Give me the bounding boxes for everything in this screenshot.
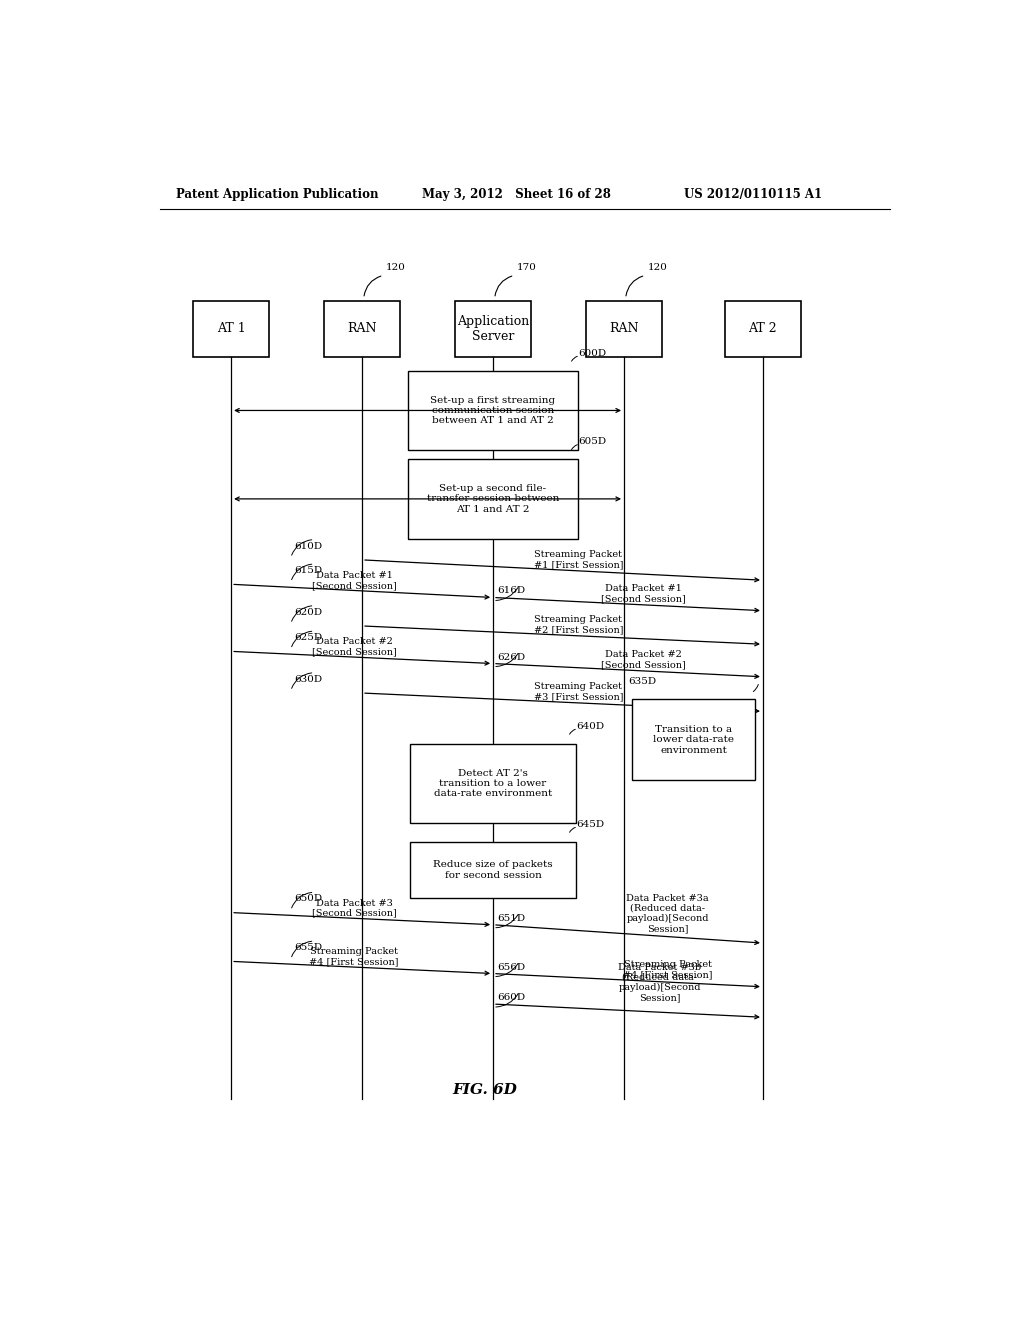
Text: Streaming Packet
#3 [First Session]: Streaming Packet #3 [First Session] xyxy=(534,682,624,701)
Text: 626D: 626D xyxy=(497,652,525,661)
Text: Application
Server: Application Server xyxy=(457,314,529,343)
Text: 635D: 635D xyxy=(628,677,656,686)
Text: 610D: 610D xyxy=(295,541,323,550)
Text: 651D: 651D xyxy=(497,913,525,923)
Text: RAN: RAN xyxy=(609,322,639,335)
Text: 640D: 640D xyxy=(577,722,604,731)
Text: Streaming Packet
#2 [First Session]: Streaming Packet #2 [First Session] xyxy=(534,615,624,634)
Text: 650D: 650D xyxy=(295,895,323,903)
Text: Set-up a second file-
transfer session between
AT 1 and AT 2: Set-up a second file- transfer session b… xyxy=(427,484,559,513)
Text: 625D: 625D xyxy=(295,634,323,643)
FancyBboxPatch shape xyxy=(725,301,801,356)
Text: 120: 120 xyxy=(648,263,668,272)
FancyBboxPatch shape xyxy=(408,459,579,539)
Text: FIG. 6D: FIG. 6D xyxy=(453,1084,517,1097)
Text: 600D: 600D xyxy=(579,348,606,358)
Text: 120: 120 xyxy=(386,263,406,272)
Text: AT 1: AT 1 xyxy=(217,322,246,335)
Text: Streaming Packet
#1 [First Session]: Streaming Packet #1 [First Session] xyxy=(534,550,624,569)
FancyBboxPatch shape xyxy=(410,744,577,824)
Text: Data Packet #1
[Second Session]: Data Packet #1 [Second Session] xyxy=(311,570,396,590)
FancyBboxPatch shape xyxy=(587,301,662,356)
Text: Data Packet #2
[Second Session]: Data Packet #2 [Second Session] xyxy=(601,649,686,669)
Text: Patent Application Publication: Patent Application Publication xyxy=(176,189,378,202)
Text: Data Packet #3a
(Reduced data-
payload)[Second
Session]: Data Packet #3a (Reduced data- payload)[… xyxy=(627,894,709,933)
Text: 645D: 645D xyxy=(577,820,604,829)
FancyBboxPatch shape xyxy=(194,301,269,356)
Text: 605D: 605D xyxy=(579,437,606,446)
Text: Reduce size of packets
for second session: Reduce size of packets for second sessio… xyxy=(433,861,553,879)
Text: Set-up a first streaming
communication session
between AT 1 and AT 2: Set-up a first streaming communication s… xyxy=(430,396,556,425)
Text: Detect AT 2's
transition to a lower
data-rate environment: Detect AT 2's transition to a lower data… xyxy=(434,768,552,799)
FancyBboxPatch shape xyxy=(410,842,577,898)
Text: AT 2: AT 2 xyxy=(749,322,777,335)
FancyBboxPatch shape xyxy=(632,700,755,780)
Text: Transition to a
lower data-rate
environment: Transition to a lower data-rate environm… xyxy=(653,725,734,755)
Text: Streaming Packet
#4 [First Session]: Streaming Packet #4 [First Session] xyxy=(623,960,713,979)
FancyBboxPatch shape xyxy=(325,301,399,356)
Text: 170: 170 xyxy=(517,263,537,272)
Text: Streaming Packet
#4 [First Session]: Streaming Packet #4 [First Session] xyxy=(309,948,399,966)
Text: 655D: 655D xyxy=(295,944,323,952)
Text: Data Packet #3
[Second Session]: Data Packet #3 [Second Session] xyxy=(311,899,396,917)
FancyBboxPatch shape xyxy=(456,301,530,356)
Text: RAN: RAN xyxy=(347,322,377,335)
Text: 620D: 620D xyxy=(295,607,323,616)
Text: 656D: 656D xyxy=(497,962,525,972)
Text: 630D: 630D xyxy=(295,675,323,684)
Text: 616D: 616D xyxy=(497,586,525,595)
Text: May 3, 2012   Sheet 16 of 28: May 3, 2012 Sheet 16 of 28 xyxy=(422,189,610,202)
FancyBboxPatch shape xyxy=(408,371,579,450)
Text: 615D: 615D xyxy=(295,566,323,576)
Text: Data Packet #3b
(Reduced data-
payload)[Second
Session]: Data Packet #3b (Reduced data- payload)[… xyxy=(618,962,701,1002)
Text: Data Packet #1
[Second Session]: Data Packet #1 [Second Session] xyxy=(601,583,686,603)
Text: US 2012/0110115 A1: US 2012/0110115 A1 xyxy=(684,189,821,202)
Text: Data Packet #2
[Second Session]: Data Packet #2 [Second Session] xyxy=(311,638,396,656)
Text: 660D: 660D xyxy=(497,993,525,1002)
